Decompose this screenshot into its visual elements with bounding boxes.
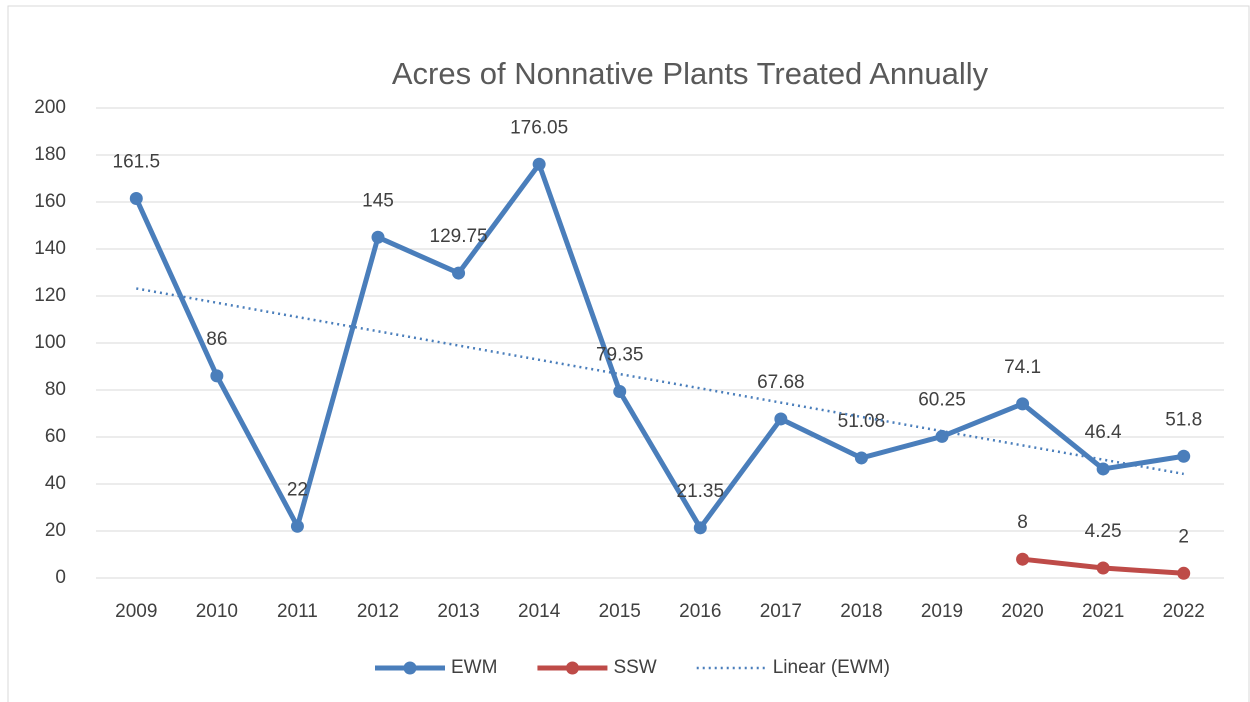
y-tick-label: 200 [34,97,66,118]
series-marker [290,519,304,533]
data-label: 21.35 [677,481,725,502]
y-tick-label: 180 [34,144,66,165]
legend-marker [403,661,417,675]
y-tick-label: 120 [34,285,66,306]
data-label: 86 [206,329,227,350]
data-label: 2 [1178,526,1189,547]
y-tick-label: 80 [45,379,66,400]
y-tick-label: 40 [45,473,66,494]
x-tick-label: 2016 [679,601,721,622]
data-label: 60.25 [918,389,966,410]
legend-marker [565,661,579,675]
y-tick-label: 20 [45,520,66,541]
series-marker [774,412,788,426]
legend-label: Linear (EWM) [773,657,890,678]
x-tick-label: 2009 [115,601,157,622]
y-tick-label: 0 [55,567,66,588]
data-label: 67.68 [757,372,805,393]
data-label: 8 [1017,512,1028,533]
series-line [134,161,1185,531]
series-marker [1016,397,1030,411]
data-label: 4.25 [1085,521,1122,542]
y-tick-label: 160 [34,191,66,212]
x-tick-label: 2017 [760,601,802,622]
x-tick-label: 2015 [599,601,641,622]
series-marker [854,451,868,465]
series-marker [129,191,143,205]
legend-label: EWM [451,657,497,678]
x-tick-label: 2013 [437,601,479,622]
series-marker [1016,552,1030,566]
x-tick-label: 2022 [1163,601,1205,622]
x-tick-label: 2019 [921,601,963,622]
y-tick-label: 100 [34,332,66,353]
trend-line [136,287,1184,476]
series-marker [1177,566,1191,580]
data-label: 176.05 [510,117,568,138]
series-marker [371,230,385,244]
series-marker [1096,462,1110,476]
x-tick-label: 2011 [277,601,318,622]
x-tick-label: 2020 [1001,601,1043,622]
series-marker [210,369,224,383]
series-marker [1096,561,1110,575]
data-label: 129.75 [430,226,488,247]
y-tick-label: 140 [34,238,66,259]
chart-border [7,5,1250,702]
x-tick-label: 2012 [357,601,399,622]
x-tick-label: 2018 [840,601,882,622]
series-marker [1177,449,1191,463]
data-label: 51.08 [838,411,886,432]
series-marker [935,429,949,443]
series-marker [452,266,466,280]
data-label: 46.4 [1085,422,1122,443]
series-marker [532,157,546,171]
series-marker [693,521,707,535]
data-label: 79.35 [596,345,644,366]
data-label: 161.5 [113,151,161,172]
chart-title: Acres of Nonnative Plants Treated Annual… [392,56,989,91]
data-label: 145 [362,190,394,211]
data-label: 51.8 [1165,409,1202,430]
data-label: 22 [287,479,308,500]
x-tick-label: 2010 [196,601,238,622]
data-label: 74.1 [1004,357,1041,378]
legend-label: SSW [613,657,656,678]
series-marker [613,385,627,399]
x-tick-label: 2014 [518,601,561,622]
x-tick-label: 2021 [1082,601,1124,622]
y-tick-label: 60 [45,426,66,447]
